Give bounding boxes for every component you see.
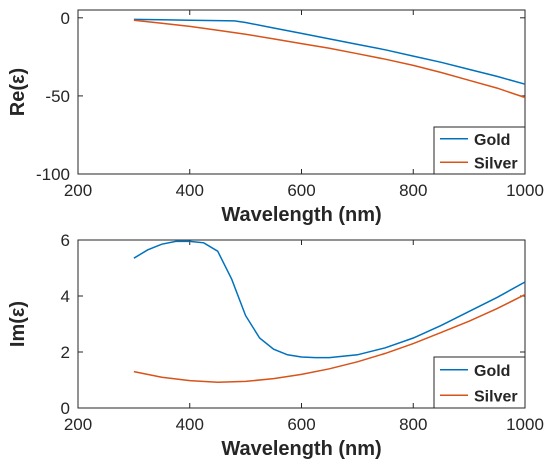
y-axis-label: Im(ε) bbox=[7, 301, 29, 347]
legend-box bbox=[433, 356, 526, 409]
series-line-silver bbox=[133, 293, 526, 383]
y-tick-label: 2 bbox=[61, 343, 70, 362]
legend: Gold Silver bbox=[433, 356, 526, 409]
re-epsilon-panel: 200 400 600 800 1000 -100 -50 0 Wavelength (nm) R… bbox=[7, 9, 544, 226]
im-epsilon-panel: 200 400 600 800 1000 0 2 4 6 Wavelength (nm) Im(ε)… bbox=[7, 231, 544, 460]
x-tick-label: 400 bbox=[176, 415, 204, 434]
y-tick-label: -100 bbox=[36, 165, 70, 184]
x-axis-label: Wavelength (nm) bbox=[221, 204, 381, 226]
y-tick-label: 0 bbox=[61, 399, 70, 418]
x-tick-label: 800 bbox=[399, 415, 427, 434]
y-tick-label: 6 bbox=[61, 231, 70, 250]
legend-label-silver: Silver bbox=[474, 388, 518, 405]
series-line-gold bbox=[133, 18, 526, 85]
legend-label-gold: Gold bbox=[474, 363, 510, 380]
x-tick-label: 400 bbox=[176, 181, 204, 200]
series-line-gold bbox=[133, 240, 526, 359]
y-tick-label: -50 bbox=[45, 87, 70, 106]
x-tick-label: 200 bbox=[64, 415, 92, 434]
x-tick-label: 1000 bbox=[506, 181, 544, 200]
series-line-silver bbox=[133, 19, 526, 99]
y-tick-label: 4 bbox=[61, 287, 70, 306]
legend: Gold Silver bbox=[433, 126, 526, 175]
x-tick-label: 600 bbox=[287, 181, 315, 200]
y-axis-label: Re(ε) bbox=[7, 68, 29, 116]
x-tick-label: 800 bbox=[399, 181, 427, 200]
x-tick-label: 1000 bbox=[506, 415, 544, 434]
y-tick-label: 0 bbox=[61, 9, 70, 28]
legend-box bbox=[433, 126, 526, 175]
legend-label-silver: Silver bbox=[474, 155, 518, 172]
x-axis-label: Wavelength (nm) bbox=[221, 438, 381, 460]
legend-label-gold: Gold bbox=[474, 132, 510, 149]
x-tick-label: 200 bbox=[64, 181, 92, 200]
x-tick-label: 600 bbox=[287, 415, 315, 434]
